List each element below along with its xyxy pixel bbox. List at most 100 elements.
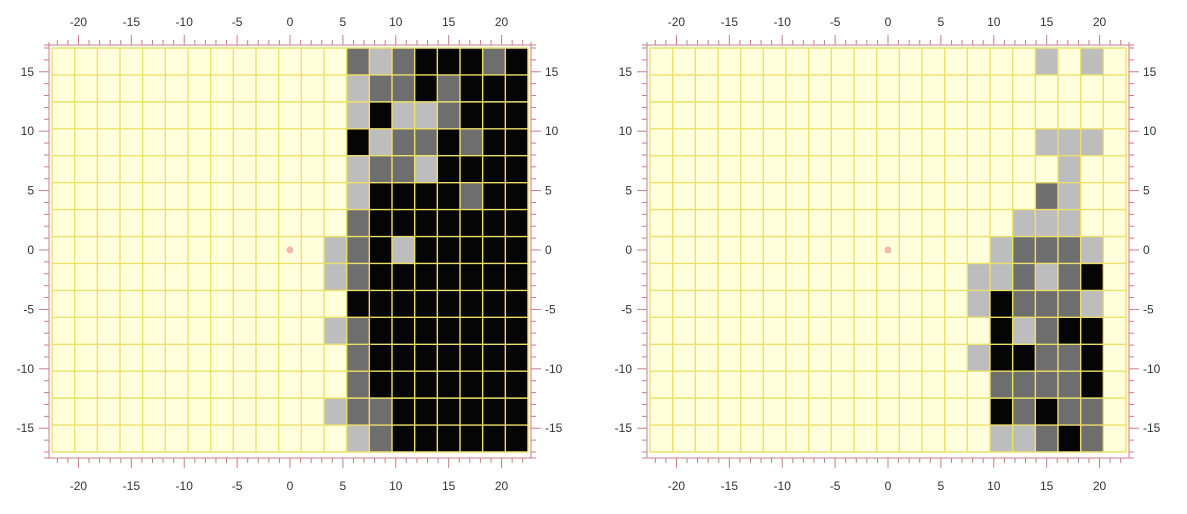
heatmap-cell	[505, 344, 528, 372]
heatmap-cell	[460, 182, 483, 210]
heatmap-cell	[1080, 371, 1104, 399]
heatmap-cell	[1080, 290, 1104, 318]
y-tick-label-right: 15	[545, 65, 559, 79]
y-tick-label-right: -5	[545, 302, 556, 316]
heatmap-cell	[324, 236, 347, 264]
x-tick-label-top: 20	[495, 15, 509, 29]
heatmap-cell	[1035, 344, 1058, 372]
heatmap-cell	[1058, 155, 1081, 183]
heatmap-cell	[505, 155, 528, 183]
x-tick-label-top: -20	[70, 15, 88, 29]
x-tick-label-bottom: -10	[176, 479, 194, 493]
heatmap-cell	[1080, 398, 1104, 426]
heatmap-cell	[414, 128, 438, 156]
heatmap-cell	[437, 425, 460, 452]
heatmap-cell	[392, 209, 415, 237]
x-tick-label-bottom: 10	[987, 479, 1001, 493]
heatmap-cell	[1035, 182, 1058, 210]
heatmap-cell	[414, 371, 438, 399]
heatmap-cell	[1012, 317, 1036, 345]
heatmap-cell	[1058, 290, 1081, 318]
heatmap-cell	[482, 317, 506, 345]
heatmap-cell	[1058, 371, 1081, 399]
heatmap-cell	[346, 182, 370, 210]
heatmap-cell	[505, 290, 528, 318]
heatmap-cell	[1080, 317, 1104, 345]
y-tick-label-left: -15	[17, 421, 35, 435]
heatmap-cell	[1058, 398, 1081, 426]
heatmap-cell	[392, 182, 415, 210]
heatmap-cell	[1035, 371, 1058, 399]
heatmap-cell	[990, 371, 1013, 399]
heatmap-cell	[369, 263, 392, 291]
heatmap-cell	[482, 263, 506, 291]
heatmap-cell	[990, 398, 1013, 426]
y-tick-label-right: 10	[1143, 124, 1157, 138]
y-tick-label-left: 5	[27, 184, 34, 198]
heatmap-cell	[460, 74, 483, 102]
x-tick-label-bottom: 5	[340, 479, 347, 493]
heatmap-cell	[392, 74, 415, 102]
heatmap-cell	[990, 425, 1013, 452]
heatmap-cell	[1058, 209, 1081, 237]
heatmap-panel-left: -20 -20 -15 -15 -10 -10 -5 -5 0 0 5 5 10 10 15 15 20 20 15…	[0, 0, 590, 514]
heatmap-cell	[369, 128, 392, 156]
heatmap-cell	[460, 290, 483, 318]
heatmap-cell	[414, 263, 438, 291]
heatmap-cell	[460, 398, 483, 426]
heatmap-cell	[460, 48, 483, 75]
heatmap-cell	[482, 48, 506, 75]
heatmap-cell	[505, 209, 528, 237]
heatmap-cell	[346, 317, 370, 345]
heatmap-cell	[482, 155, 506, 183]
y-tick-label-left: -15	[615, 421, 633, 435]
heatmap-cell	[392, 101, 415, 129]
heatmap-cell	[482, 290, 506, 318]
heatmap-cell	[505, 263, 528, 291]
heatmap-cell	[990, 317, 1013, 345]
y-tick-label-right: 15	[1143, 65, 1157, 79]
heatmap-cell	[414, 317, 438, 345]
x-tick-label-bottom: 10	[389, 479, 403, 493]
y-tick-label-left: 10	[21, 124, 35, 138]
heatmap-cell	[1080, 128, 1104, 156]
y-tick-label-right: -10	[1143, 362, 1161, 376]
heatmap-cell	[346, 128, 370, 156]
y-tick-label-right: 0	[1143, 243, 1150, 257]
heatmap-cell	[460, 425, 483, 452]
heatmap-cell	[369, 290, 392, 318]
heatmap-cell	[437, 236, 460, 264]
heatmap-cell	[437, 209, 460, 237]
heatmap-cell	[346, 344, 370, 372]
y-tick-label-right: 5	[1143, 184, 1150, 198]
heatmap-cell	[369, 101, 392, 129]
heatmap-cell	[414, 74, 438, 102]
heatmap-cell	[1012, 236, 1036, 264]
x-tick-label-top: 0	[287, 15, 294, 29]
heatmap-cell	[324, 398, 347, 426]
heatmap-cell	[392, 398, 415, 426]
heatmap-cell	[1035, 425, 1058, 452]
heatmap-cell	[346, 425, 370, 452]
x-tick-label-top: 0	[885, 15, 892, 29]
heatmap-cell	[1058, 182, 1081, 210]
heatmap-cell	[505, 317, 528, 345]
heatmap-cell	[346, 74, 370, 102]
heatmap-cell	[414, 101, 438, 129]
heatmap-left: -20 -20 -15 -15 -10 -10 -5 -5 0 0 5 5 10 10 15 15 20 20 15…	[17, 15, 563, 493]
y-tick-label-left: 15	[21, 65, 35, 79]
heatmap-cell	[505, 48, 528, 75]
heatmap-cell	[1012, 290, 1036, 318]
heatmap-cell	[460, 236, 483, 264]
heatmap-cell	[369, 155, 392, 183]
y-tick-label-right: 10	[545, 124, 559, 138]
center-marker	[884, 246, 892, 254]
x-tick-label-top: -10	[176, 15, 194, 29]
heatmap-cell	[482, 101, 506, 129]
heatmap-cell	[437, 344, 460, 372]
heatmap-cell	[392, 263, 415, 291]
heatmap-cell	[460, 155, 483, 183]
heatmap-cell	[392, 344, 415, 372]
heatmap-cell	[392, 317, 415, 345]
y-tick-label-right: -15	[545, 421, 563, 435]
